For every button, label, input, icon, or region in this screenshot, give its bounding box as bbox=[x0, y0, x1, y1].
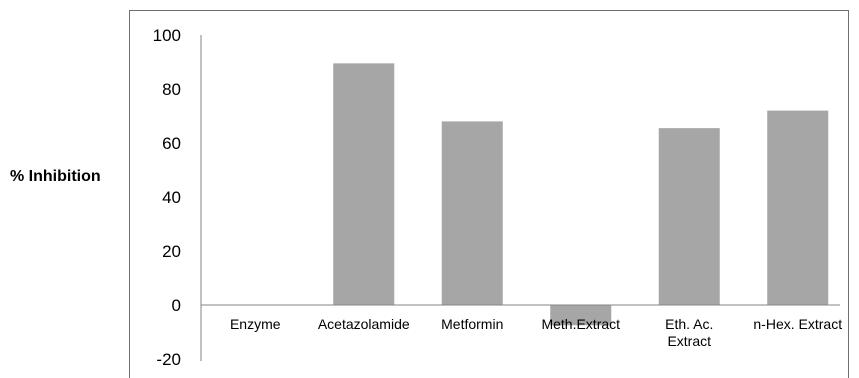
x-category-label: Extract bbox=[667, 333, 711, 349]
chart-frame bbox=[129, 10, 849, 378]
y-tick-label: 60 bbox=[162, 134, 181, 153]
bar-eth-ac-extract bbox=[658, 128, 720, 305]
x-category-label: Eth. Ac. bbox=[665, 316, 713, 332]
y-axis-label: % Inhibition bbox=[10, 168, 101, 185]
x-category-label: Acetazolamide bbox=[318, 316, 410, 332]
x-category-label: n-Hex. Extract bbox=[753, 316, 842, 332]
bar-n-hex-extract bbox=[767, 110, 829, 305]
x-category-label: Metformin bbox=[441, 316, 503, 332]
x-category-label: Enzyme bbox=[230, 316, 281, 332]
y-tick-label: 20 bbox=[162, 242, 181, 261]
y-tick-label: 80 bbox=[162, 80, 181, 99]
y-tick-label: 100 bbox=[153, 26, 181, 45]
x-category-label: Meth.Extract bbox=[541, 316, 620, 332]
y-tick-label: -20 bbox=[156, 350, 181, 369]
bar-acetazolamide bbox=[333, 63, 395, 305]
y-tick-label: 40 bbox=[162, 188, 181, 207]
y-tick-label: 0 bbox=[172, 296, 181, 315]
bar-metformin bbox=[441, 121, 503, 306]
bar-meth-extract bbox=[550, 305, 612, 326]
